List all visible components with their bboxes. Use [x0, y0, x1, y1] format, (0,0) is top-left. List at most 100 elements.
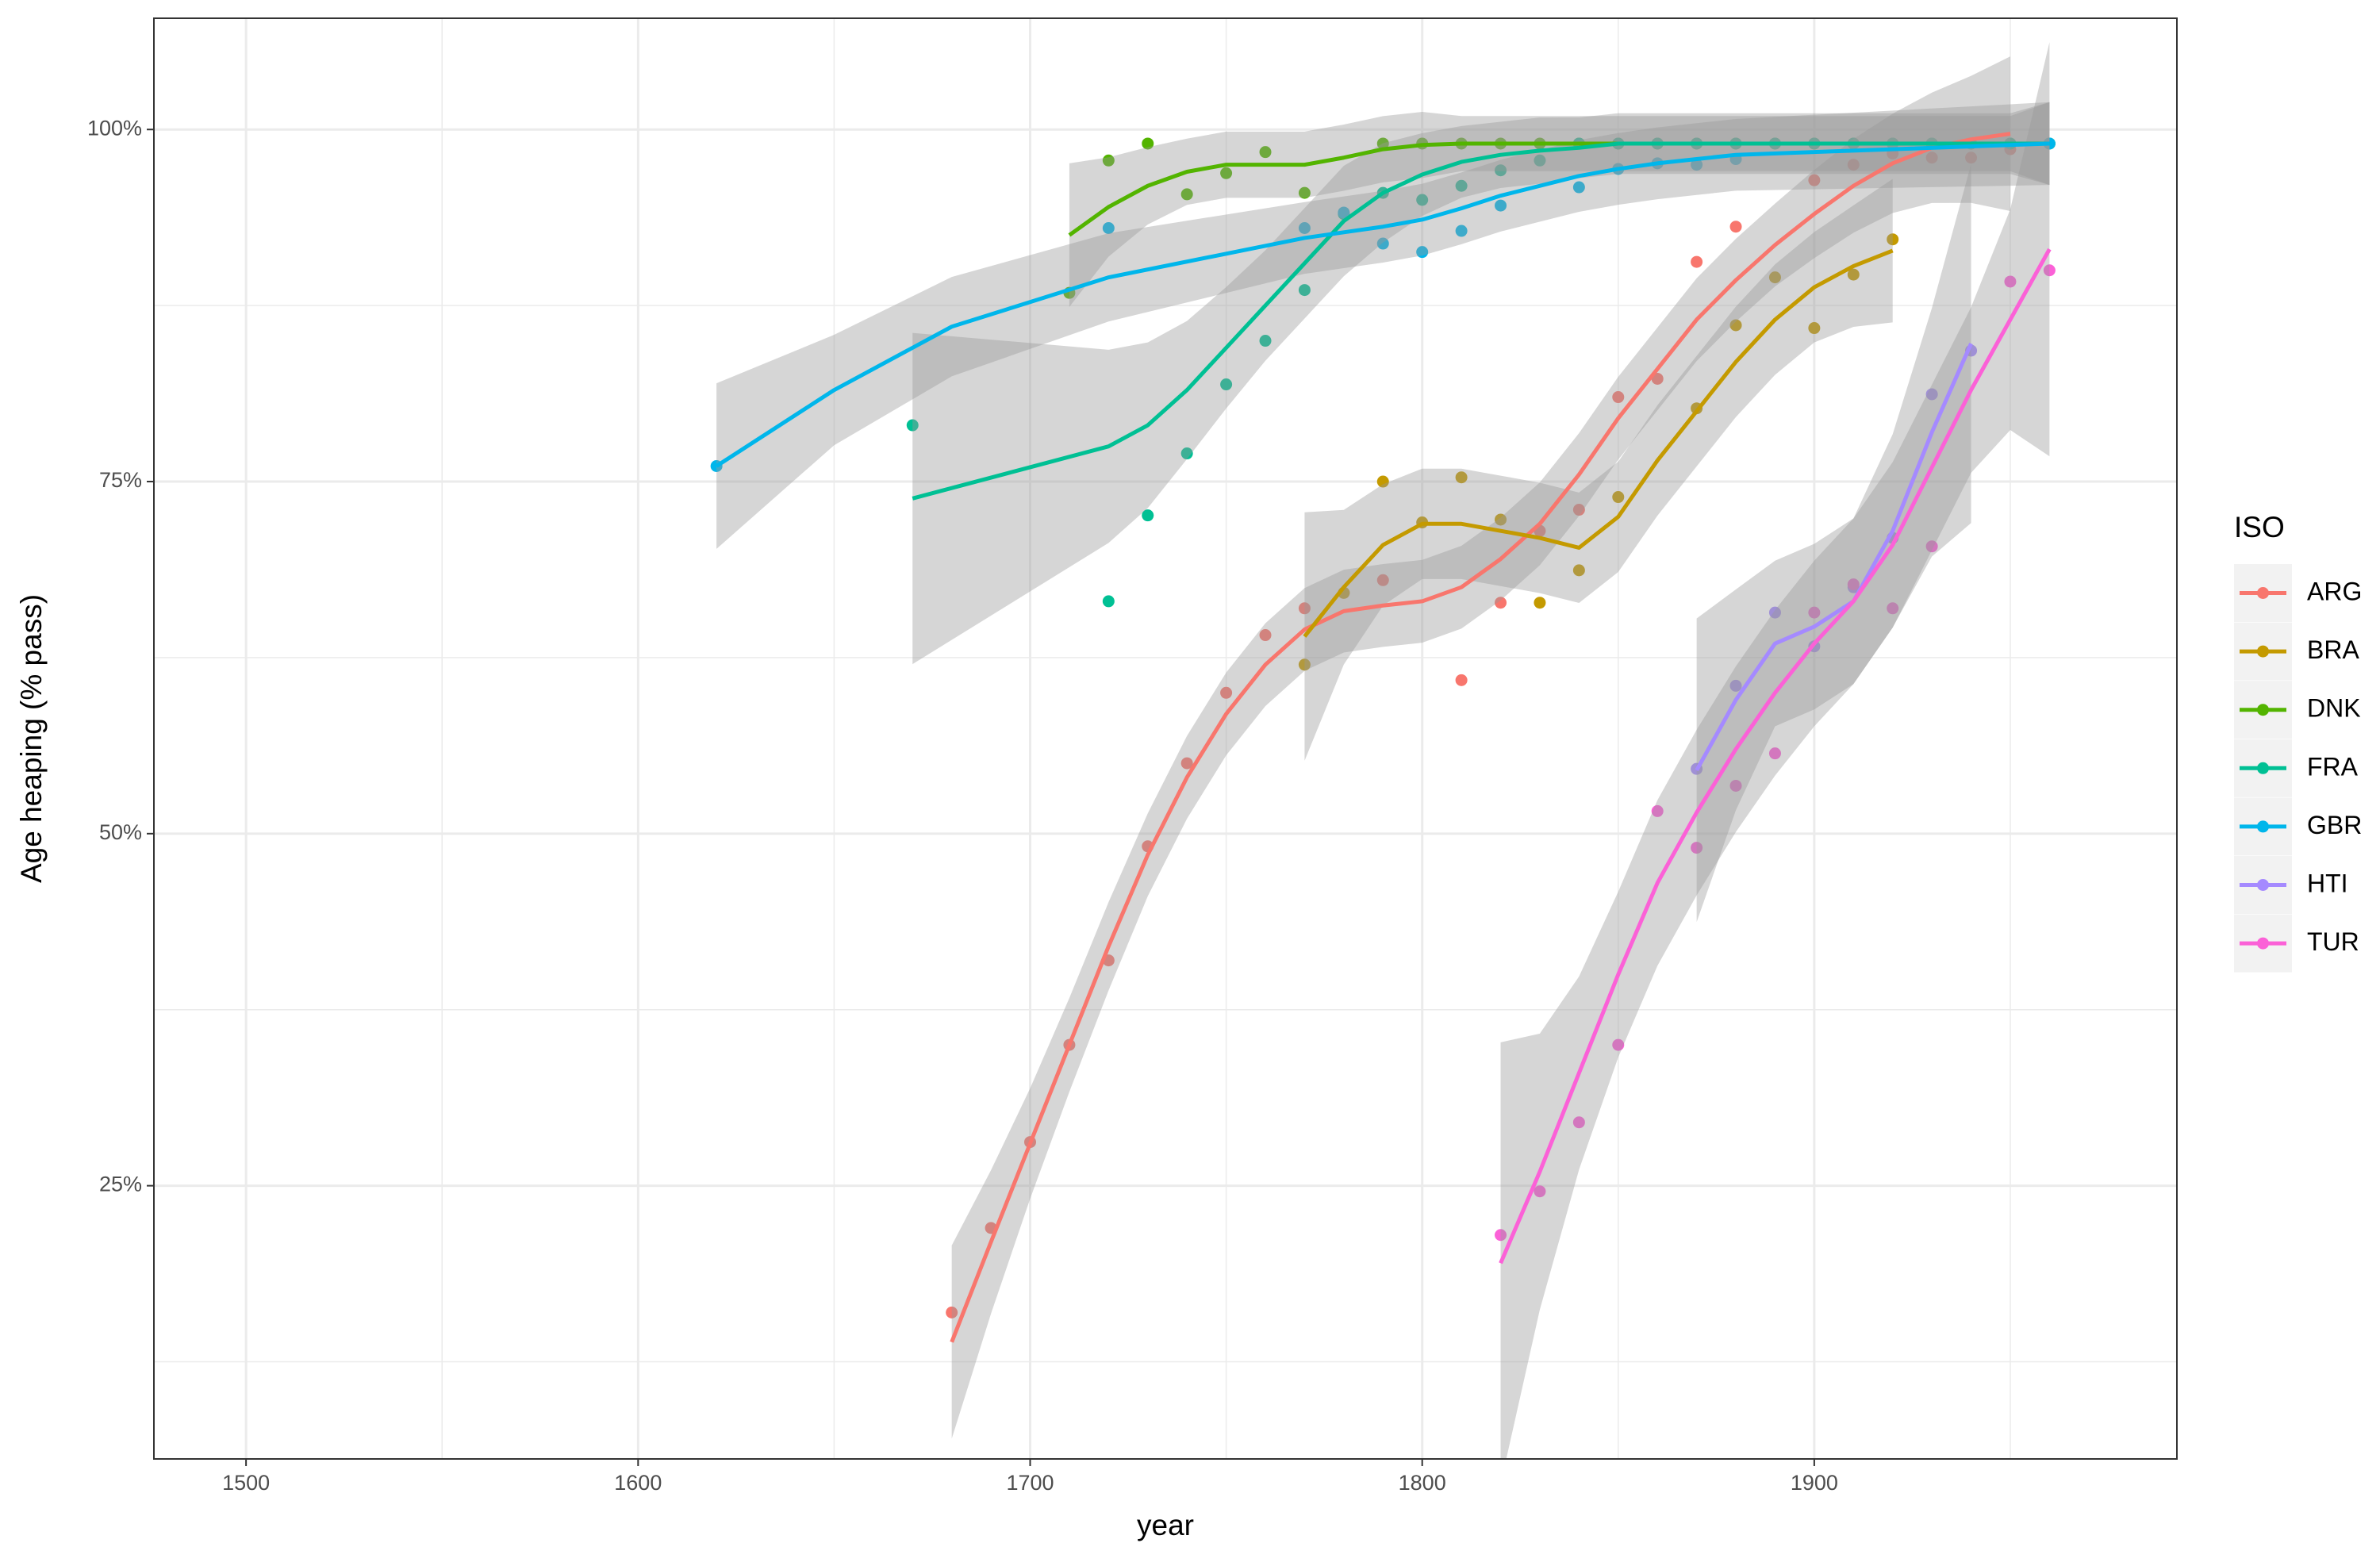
- point: [1455, 471, 1468, 484]
- point: [1925, 152, 1938, 164]
- point: [1259, 146, 1272, 159]
- point: [1180, 447, 1193, 460]
- point: [1102, 154, 1115, 167]
- confidence-band: [912, 102, 2050, 665]
- point: [1572, 1116, 1585, 1129]
- point: [1376, 237, 1389, 250]
- point: [1729, 679, 1742, 692]
- y-tick-label: 25%: [99, 1173, 142, 1196]
- y-tick-label: 100%: [87, 116, 142, 140]
- legend-key-point: [2257, 820, 2269, 833]
- point: [1768, 271, 1781, 284]
- point: [1534, 154, 1546, 167]
- point: [1534, 1185, 1546, 1198]
- point: [1376, 574, 1389, 586]
- y-tick-label: 50%: [99, 820, 142, 844]
- point: [1847, 268, 1860, 281]
- point: [1495, 199, 1507, 212]
- legend-title: ISO: [2234, 511, 2285, 543]
- point: [1572, 504, 1585, 516]
- point: [1180, 188, 1193, 201]
- point: [1965, 152, 1978, 164]
- point: [1298, 222, 1311, 235]
- point: [1455, 674, 1468, 686]
- point: [1220, 686, 1233, 699]
- point: [906, 419, 919, 432]
- point: [1534, 597, 1546, 609]
- point: [1220, 167, 1233, 179]
- x-tick-label: 1800: [1399, 1471, 1446, 1495]
- point: [1142, 509, 1154, 522]
- point: [1572, 564, 1585, 577]
- point: [1691, 842, 1703, 854]
- y-tick-label: 75%: [99, 468, 142, 492]
- legend-key-point: [2257, 645, 2269, 658]
- point: [946, 1306, 958, 1319]
- point: [1847, 578, 1860, 591]
- point: [1612, 391, 1625, 404]
- confidence-band: [1500, 42, 2050, 1459]
- legend-label: ARG: [2307, 577, 2362, 605]
- legend-label: GBR: [2307, 811, 2362, 839]
- point: [1768, 747, 1781, 760]
- legend-label: DNK: [2307, 694, 2361, 723]
- point: [1455, 225, 1468, 237]
- point: [1416, 246, 1429, 259]
- point: [1768, 606, 1781, 619]
- smooth-line: [1695, 343, 1973, 772]
- point: [1572, 181, 1585, 194]
- x-tick-label: 1700: [1006, 1471, 1054, 1495]
- point: [1808, 606, 1821, 619]
- x-axis-title: year: [1137, 1509, 1194, 1541]
- point: [1729, 319, 1742, 332]
- smooth-line: [715, 141, 2050, 468]
- legend-label: HTI: [2307, 869, 2348, 897]
- x-tick-label: 1600: [614, 1471, 662, 1495]
- point: [1142, 137, 1154, 150]
- point: [1925, 540, 1938, 553]
- point: [1298, 284, 1311, 297]
- confidence-band: [1304, 178, 1893, 761]
- point: [1220, 378, 1233, 391]
- point: [1651, 804, 1664, 817]
- x-tick-label: 1500: [222, 1471, 270, 1495]
- point: [1847, 159, 1860, 171]
- point: [1102, 222, 1115, 235]
- smooth-line: [1303, 248, 1894, 638]
- point: [1495, 513, 1507, 526]
- point: [1887, 233, 1899, 246]
- legend-key-point: [2257, 704, 2269, 716]
- smooth-line: [950, 132, 2011, 1343]
- point: [1416, 194, 1429, 206]
- confidence-band: [1696, 163, 1971, 923]
- point: [1259, 335, 1272, 347]
- point: [1612, 491, 1625, 504]
- smooth-line: [1499, 248, 2052, 1265]
- plot-border: [153, 17, 2178, 1460]
- y-axis-title: Age heaping (% pass): [15, 594, 48, 883]
- point: [1338, 206, 1350, 219]
- point: [1612, 1038, 1625, 1051]
- point: [1808, 322, 1821, 335]
- plot-background: [154, 18, 2177, 1459]
- point: [1298, 602, 1311, 615]
- point: [2004, 275, 2017, 288]
- point: [2043, 264, 2056, 277]
- legend-key-point: [2257, 587, 2269, 599]
- confidence-band: [951, 56, 2010, 1439]
- point: [1729, 221, 1742, 233]
- legend-label: BRA: [2307, 635, 2359, 664]
- point: [1729, 779, 1742, 792]
- point: [1298, 658, 1311, 671]
- point: [1376, 475, 1389, 488]
- legend-key-point: [2257, 762, 2269, 774]
- point: [1495, 1229, 1507, 1242]
- point: [1376, 137, 1389, 150]
- point: [1298, 186, 1311, 199]
- plot-layer: [710, 42, 2056, 1459]
- point: [1180, 757, 1193, 770]
- x-tick-label: 1900: [1791, 1471, 1838, 1495]
- legend-label: FRA: [2307, 752, 2359, 781]
